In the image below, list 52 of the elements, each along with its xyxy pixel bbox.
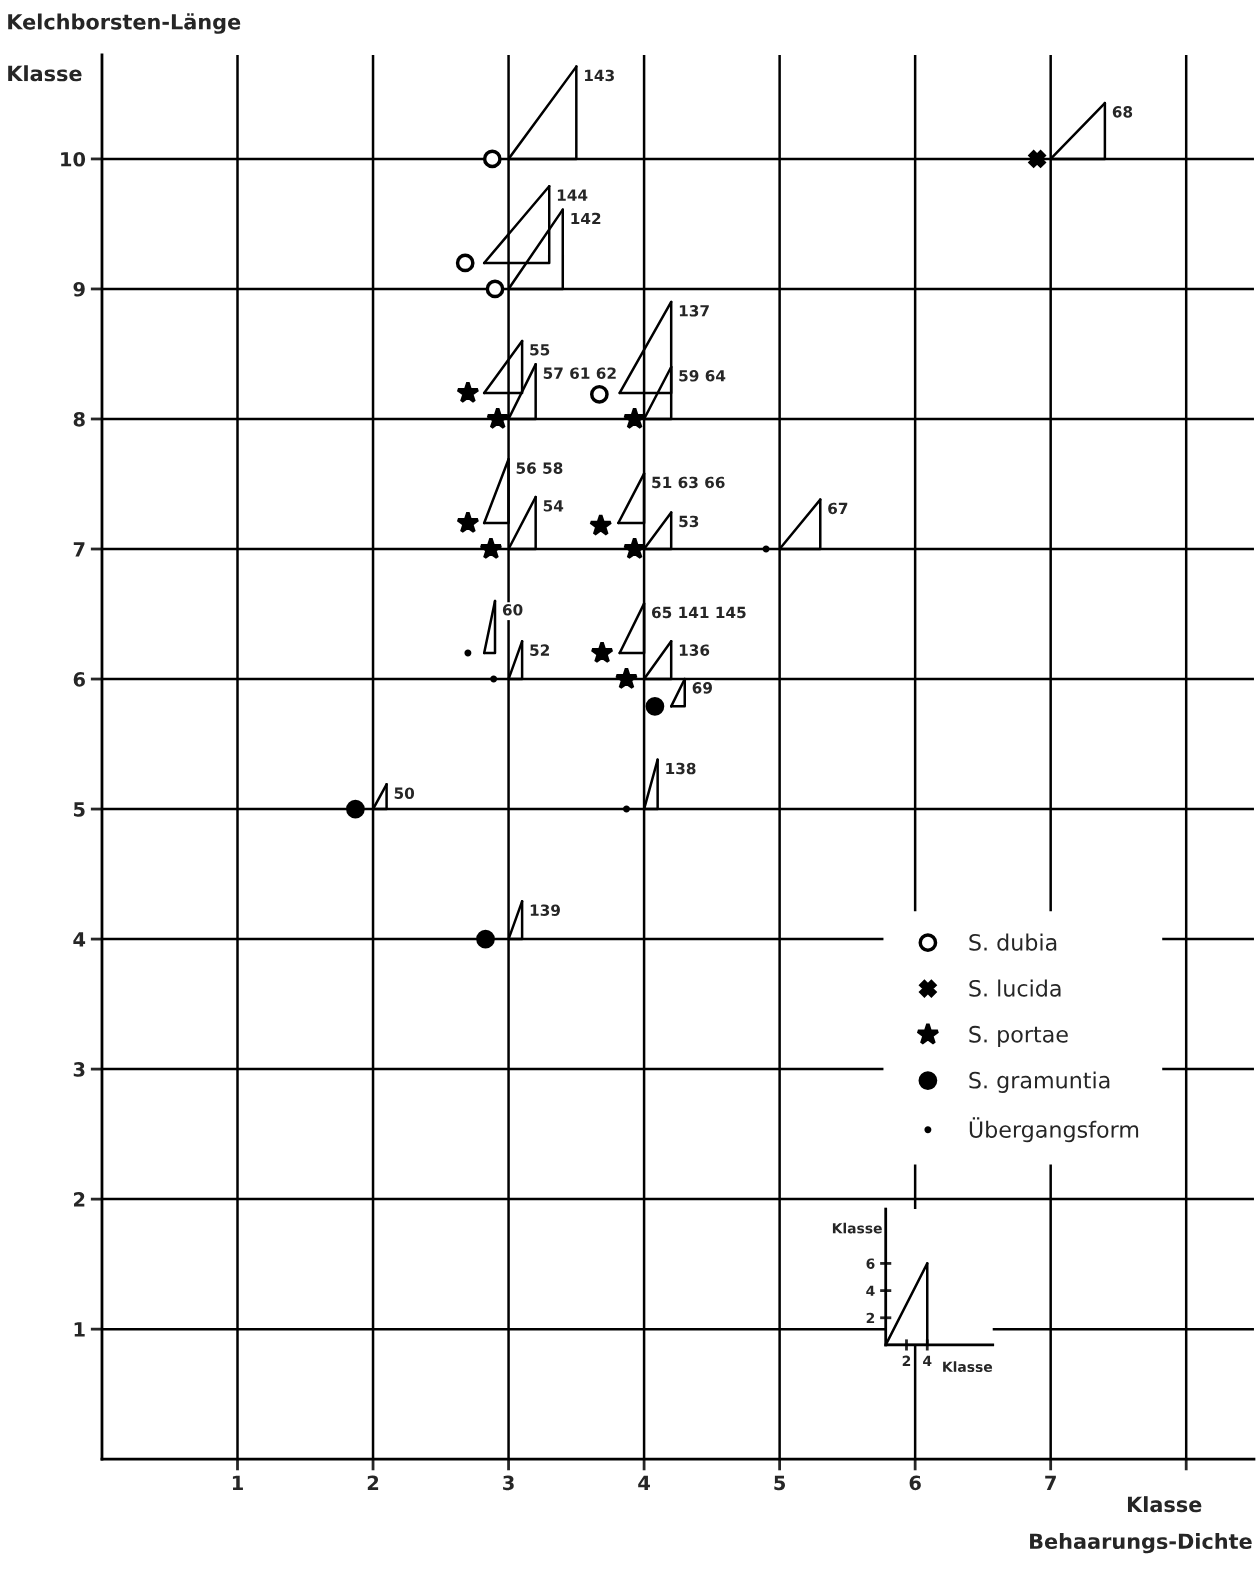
x-axis-title: Behaarungs-Dichte — [1030, 1532, 1252, 1554]
y-tick-label: 4 — [866, 1285, 875, 1296]
y-tick-label: 1 — [74, 1322, 85, 1337]
annotation: 65 141 145 — [651, 606, 746, 619]
annotation: 54 — [543, 500, 564, 512]
annotation: 67 — [828, 502, 848, 515]
x-tick-label: 2 — [367, 1475, 379, 1490]
x-tick-label: 1 — [232, 1475, 243, 1490]
y-tick-label: 2 — [866, 1312, 875, 1324]
annotation: 55 — [530, 344, 550, 356]
annotation: 138 — [666, 762, 696, 775]
text: Klasse — [8, 65, 82, 82]
x-axis-title: Klasse — [943, 1361, 993, 1372]
legend-label: S. dubia — [969, 933, 1057, 951]
annotation: 56 58 — [516, 462, 563, 474]
x-tick-label: 7 — [1045, 1475, 1056, 1490]
annotation: 60 — [502, 604, 523, 616]
text: Klasse — [1127, 1496, 1202, 1513]
y-tick-label: 6 — [73, 672, 85, 687]
annotation: 51 63 66 — [652, 476, 725, 489]
y-tick-label: 6 — [866, 1258, 875, 1269]
y-tick-label: 2 — [74, 1192, 85, 1207]
y-axis-title: Kelchborsten-Länge — [8, 13, 241, 34]
annotation: 57 61 62 — [543, 367, 616, 379]
annotation: 136 — [679, 644, 710, 656]
y-axis-title: Klasse — [832, 1222, 882, 1234]
annotation: 144 — [557, 189, 588, 201]
annotation: 143 — [584, 69, 614, 82]
y-tick-label: 10 — [61, 151, 86, 167]
annotation: 52 — [530, 644, 549, 656]
y-tick-label: 9 — [73, 281, 85, 297]
annotation: 53 — [679, 515, 699, 528]
legend-label: S. portae — [969, 1025, 1068, 1047]
y-tick-label: 3 — [73, 1062, 85, 1077]
legend-label: S. gramuntia — [969, 1071, 1110, 1093]
x-tick-label: 4 — [638, 1475, 650, 1490]
annotation: 59 64 — [679, 370, 726, 382]
legend-label: S. lucida — [969, 979, 1061, 997]
x-tick-label: 3 — [503, 1475, 514, 1491]
x-tick-label: 5 — [774, 1475, 786, 1491]
annotation: 68 — [1112, 106, 1133, 118]
x-tick-label: 6 — [909, 1475, 921, 1491]
annotation: 142 — [571, 212, 601, 225]
y-tick-label: 8 — [73, 411, 85, 427]
annotation: 50 — [394, 787, 415, 799]
annotation: 69 — [692, 682, 712, 694]
y-tick-label: 5 — [73, 802, 85, 817]
annotation: 139 — [530, 904, 560, 916]
annotation: 137 — [679, 305, 709, 317]
y-tick-label: 7 — [73, 542, 85, 557]
y-tick-label: 4 — [73, 932, 86, 947]
legend-label: Übergangsform — [969, 1117, 1139, 1143]
